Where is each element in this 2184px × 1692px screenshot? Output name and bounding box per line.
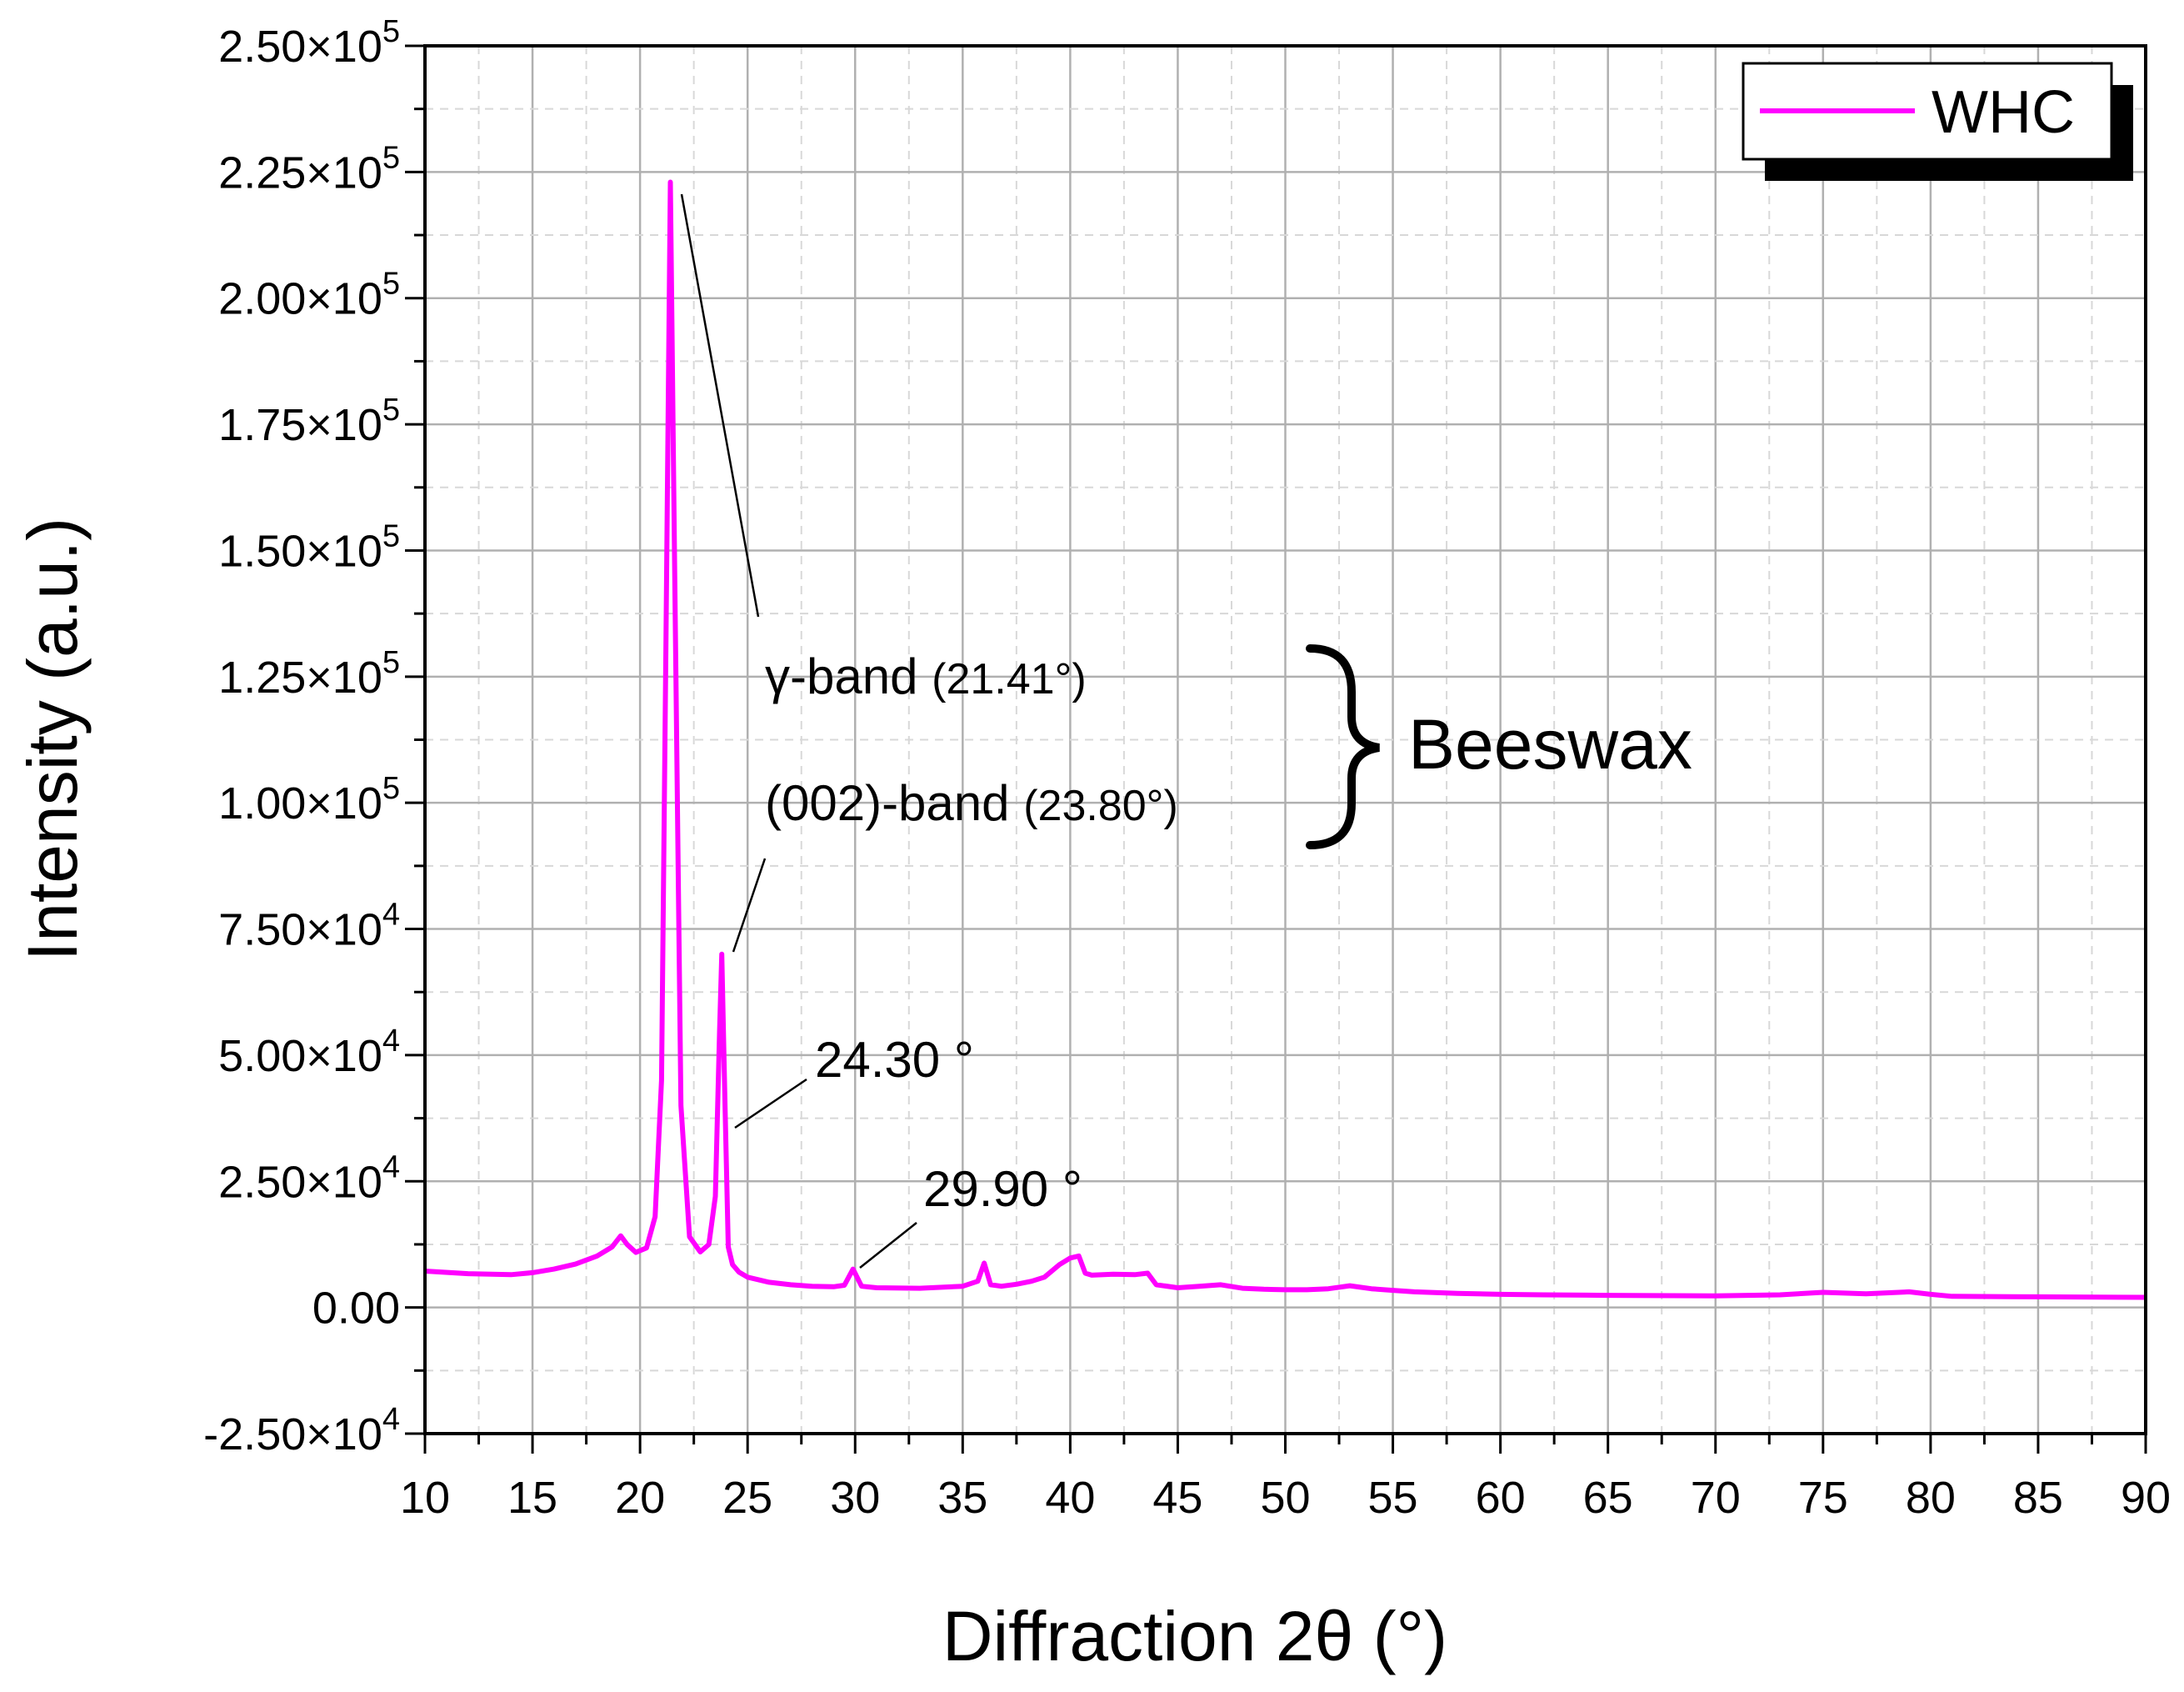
- x-tick-label: 10: [400, 1473, 450, 1523]
- leader-line-2430: [734, 1078, 807, 1129]
- x-tick-label: 80: [1906, 1473, 1956, 1523]
- y-tick-label: 2.00×105: [218, 267, 400, 324]
- legend-label-whc: WHC: [1932, 79, 2075, 146]
- beeswax-label: Beeswax: [1408, 705, 1692, 783]
- y-tick-label: 0.00: [312, 1284, 400, 1334]
- leader-line-2990: [859, 1222, 917, 1269]
- annotation-002-band: (002)-band (23.80°): [765, 775, 1178, 831]
- y-tick-label: 5.00×104: [218, 1024, 400, 1081]
- y-tick-label: 1.75×105: [218, 393, 400, 450]
- y-tick-label: 1.50×105: [218, 518, 400, 576]
- x-tick-label: 20: [615, 1473, 665, 1523]
- x-tick-label: 30: [830, 1473, 880, 1523]
- plot-frame: [423, 44, 2147, 1435]
- beeswax-brace: [1306, 644, 1380, 849]
- x-axis-title: Diffraction 2θ (°): [942, 1597, 1447, 1675]
- y-tick-label: -2.50×104: [203, 1402, 400, 1459]
- x-tick-label: 45: [1152, 1473, 1202, 1523]
- y-tick-label: 2.50×104: [218, 1149, 400, 1207]
- y-tick-label: 2.50×105: [218, 14, 400, 72]
- y-tick-label: 2.25×105: [218, 140, 400, 198]
- annotations: γ-band (21.41°) (002)-band (23.80°) 24.3…: [680, 193, 1692, 1269]
- leader-line-gamma: [680, 193, 760, 618]
- grid-lines: [425, 46, 2146, 1434]
- x-tick-labels: 10 15 20 25 30 35 40 45 50 55 60 65 70 75 80 85 90: [400, 1473, 2171, 1523]
- x-tick-label: 60: [1476, 1473, 1526, 1523]
- axis-ticks: [405, 44, 2147, 1454]
- x-tick-label: 90: [2121, 1473, 2171, 1523]
- y-tick-label: 1.00×105: [218, 771, 400, 828]
- x-tick-label: 65: [1583, 1473, 1633, 1523]
- x-tick-label: 85: [2013, 1473, 2063, 1523]
- series-line-whc: [424, 179, 2147, 1300]
- x-tick-label: 40: [1045, 1473, 1095, 1523]
- x-tick-label: 55: [1368, 1473, 1418, 1523]
- x-tick-label: 15: [507, 1473, 557, 1523]
- leader-line-002: [732, 858, 767, 953]
- annotation-gamma-band: γ-band (21.41°): [765, 648, 1087, 704]
- x-tick-label: 75: [1798, 1473, 1848, 1523]
- x-tick-label: 50: [1260, 1473, 1310, 1523]
- x-tick-label: 70: [1691, 1473, 1741, 1523]
- annotation-29-90: 29.90 °: [923, 1161, 1082, 1217]
- y-tick-labels: -2.50×104 0.00 2.50×104 5.00×104 7.50×104 1.0…: [203, 14, 400, 1459]
- x-tick-label: 35: [937, 1473, 987, 1523]
- y-tick-label: 7.50×104: [218, 898, 400, 955]
- annotation-24-30: 24.30 °: [815, 1032, 974, 1088]
- y-tick-label: 1.25×105: [218, 645, 400, 703]
- y-axis-title: Intensity (a.u.): [13, 518, 92, 961]
- legend: WHC: [1742, 62, 2133, 181]
- x-tick-label: 25: [722, 1473, 772, 1523]
